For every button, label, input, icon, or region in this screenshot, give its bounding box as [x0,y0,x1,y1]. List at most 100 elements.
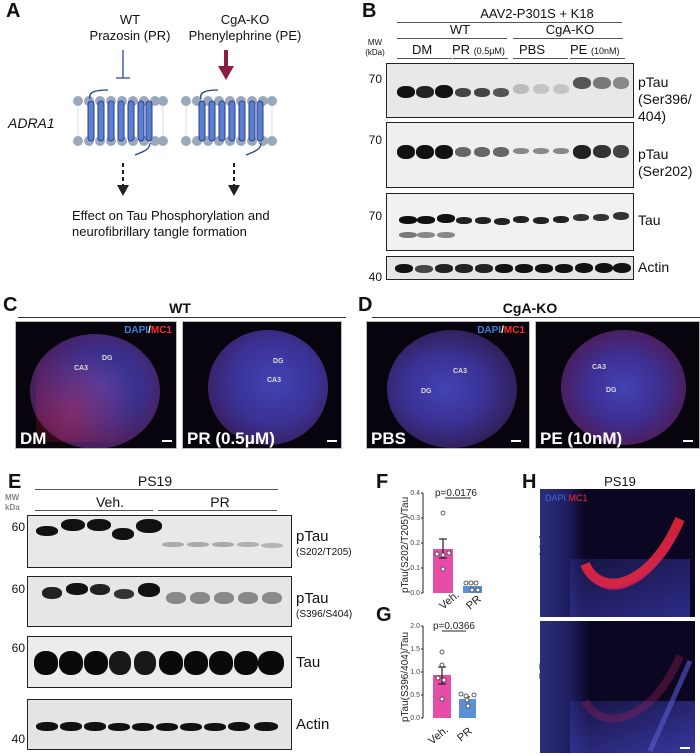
panel-label-b: B [362,0,377,22]
adra1-diagram [73,50,277,196]
svg-text:Veh.: Veh. [426,724,451,747]
panel-label-h: H [522,471,537,493]
adra1-label: ADRA1 [8,115,55,131]
e-group-pr: PR [210,494,230,510]
b-label-pser202: pTau (Ser202) [638,146,693,179]
d-region-ca3-pe: CA3 [592,364,607,371]
e-mw-label: MW kDa [5,493,20,512]
c-region-dg-pr: DG [273,358,284,365]
e-mw-60-1: 60 [11,520,25,534]
scale-bar [511,440,521,442]
panel-label-e: E [8,471,22,493]
d-image-pe: CA3 DG PE (10nM) [535,321,700,449]
prazosin-title: Prazosin (PR) [89,28,171,43]
d-region-dg: DG [421,388,432,395]
svg-text:PR: PR [455,725,474,744]
svg-text:2.0: 2.0 [410,623,420,630]
scale-bar [327,440,337,442]
b-label-actin: Actin [638,259,670,275]
svg-text:0.0: 0.0 [410,715,420,722]
panel-label-d: D [358,294,373,316]
b-genotype-wt: WT [449,22,471,37]
e-blot-ps202 [27,515,292,568]
scale-bar [683,440,693,442]
d-group-cgako: CgA-KO [502,300,558,316]
e-label-actin: Actin [296,716,330,733]
b-mw-70-1: 70 [368,72,382,86]
svg-text:PR: PR [464,593,483,610]
panel-label-c: C [3,294,18,316]
effect-line-1: Effect on Tau Phosphorylation and [72,208,270,223]
d-caption-pbs: PBS [371,429,406,448]
b-blot-actin [386,256,634,280]
c-group-wt: WT [169,300,191,316]
h-header: PS19 [604,474,636,489]
g-bar-chart: pTau(S396/404)/Tau 0.0 0.5 1.0 1.5 2.0 p… [400,621,477,747]
svg-text:0.1: 0.1 [410,565,420,572]
e-header: PS19 [137,473,173,489]
b-mw-label: MW (kDa) [365,38,385,57]
d-region-ca3: CA3 [453,368,468,375]
d-image-pbs: DAPI/MC1 CA3 DG PBS [366,321,530,449]
c-region-dg: DG [102,355,113,362]
e-group-veh: Veh. [95,494,125,510]
cga-ko-title: CgA-KO [220,12,270,27]
panel-label-g: G [376,604,392,626]
e-blot-actin [27,699,292,750]
wt-title: WT [119,12,141,27]
c-region-ca3-pr: CA3 [267,377,282,384]
c-caption-pr: PR (0.5μM) [187,429,275,448]
activate-arrow-icon [218,50,234,80]
f-ylabel: pTau(S202/T205)/Tau [400,497,411,593]
effect-line-2: neurofibrillary tangle formation [72,224,247,239]
panel-label-a: A [6,0,21,22]
svg-text:0.0: 0.0 [410,590,420,597]
h-image-veh: DAPI MC1 [540,489,695,617]
d-region-dg-pe: DG [606,387,617,394]
b-blot-tau [386,193,634,251]
c-stain-legend: DAPI/MC1 [124,325,172,336]
h-stain-legend: DAPI MC1 [545,493,588,503]
e-label-ps396: pTau (S396/S404) [296,590,353,620]
f-bar-chart: pTau(S202/T205)/Tau 0.0 0.1 0.2 0.3 0.4 … [400,488,484,610]
svg-text:1.5: 1.5 [410,646,420,653]
svg-text:1.0: 1.0 [410,669,420,676]
e-label-tau: Tau [296,654,321,671]
d-stain-legend: DAPI/MC1 [477,325,525,336]
b-genotype-cgako: CgA-KO [545,22,595,37]
b-treatment-dm: DM [412,42,433,57]
c-image-pr: DG CA3 PR (0.5μM) [182,321,342,449]
inhibit-icon [116,50,130,79]
svg-text:0.2: 0.2 [410,540,420,547]
membrane-receptor-left [73,89,168,156]
e-blot-tau [27,636,292,688]
e-mw-60-2: 60 [11,582,25,596]
e-label-ps202: pTau (S202/T205) [296,528,352,558]
b-treatment-pe: PE (10nM) [570,42,620,57]
b-blot-pser202 [386,122,634,188]
h-image-pr [540,621,695,753]
b-blot-pser396 [386,63,634,118]
g-pvalue: p=0.0366 [433,621,475,632]
b-mw-70-2: 70 [368,133,382,147]
c-image-dm: DAPI/MC1 DG CA3 DM [15,321,177,449]
svg-text:0.3: 0.3 [410,515,420,522]
c-region-ca3: CA3 [74,365,89,372]
scale-bar [680,747,690,749]
b-label-pser396: pTau (Ser396/ 404) [638,74,692,124]
membrane-receptor-right [181,89,277,156]
b-treatment-pr: PR (0.5μM) [452,42,505,57]
e-mw-60-3: 60 [11,641,25,655]
g-ylabel: pTau(S396/404)/Tau [400,632,411,722]
e-mw-40: 40 [11,732,25,746]
scale-bar [162,440,172,442]
svg-text:0.5: 0.5 [410,692,420,699]
dashed-arrow-right-icon [228,163,240,196]
panel-label-f: F [376,471,389,493]
d-caption-pe: PE (10nM) [540,429,623,448]
b-mw-70-3: 70 [368,209,382,223]
phenylephrine-title: Phenylephrine (PE) [188,28,302,43]
b-label-tau: Tau [638,212,661,228]
svg-text:0.4: 0.4 [410,490,420,497]
c-caption-dm: DM [20,429,47,448]
